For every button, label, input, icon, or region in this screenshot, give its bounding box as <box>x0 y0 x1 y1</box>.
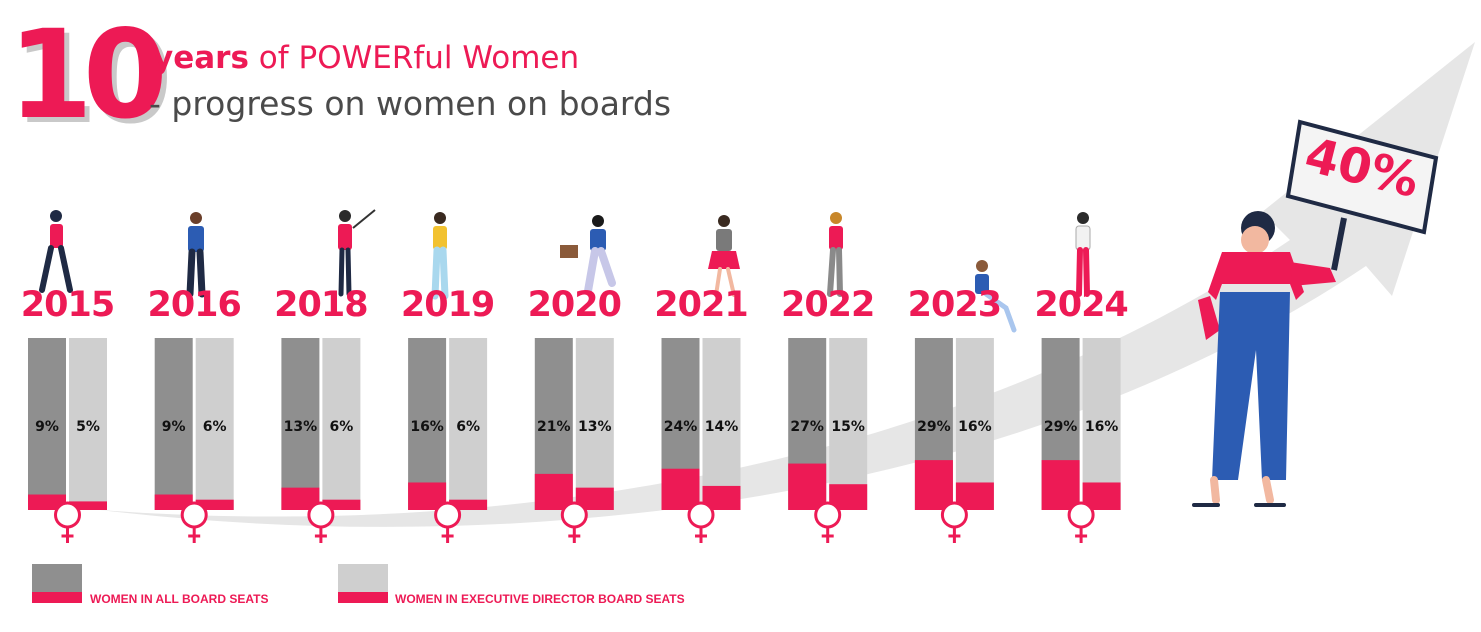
bar-track-all-seats-2018 <box>281 338 320 510</box>
value-label-all-seats-2020: 21% <box>537 419 571 435</box>
bar-track-exec-seats-2022 <box>829 338 868 510</box>
year-label-2019: 2019 <box>400 285 495 325</box>
value-label-exec-seats-2022: 15% <box>831 419 865 435</box>
female-symbol-icon <box>434 501 462 543</box>
year-label-2022: 2022 <box>780 285 875 325</box>
female-symbol-icon <box>687 501 715 543</box>
legend-swatch-all-seats-gray <box>32 564 82 592</box>
bar-track-exec-seats-2024 <box>1082 338 1121 510</box>
value-label-all-seats-2019: 16% <box>410 419 444 435</box>
bar-track-exec-seats-2015 <box>69 338 107 510</box>
female-symbol-icon <box>1067 501 1095 543</box>
bar-all-seats-2022 <box>788 463 827 510</box>
female-symbol-icon <box>307 501 335 543</box>
bar-track-all-seats-2015 <box>28 338 66 510</box>
year-label-2018: 2018 <box>274 285 368 325</box>
big-number: 10 <box>8 4 168 146</box>
value-label-exec-seats-2015: 5% <box>76 419 100 435</box>
value-label-exec-seats-2016: 6% <box>202 419 227 435</box>
value-label-all-seats-2024: 29% <box>1043 419 1078 435</box>
legend-label-exec-seats: WOMEN IN EXECUTIVE DIRECTOR BOARD SEATS <box>395 592 685 606</box>
bar-all-seats-2016 <box>154 494 193 510</box>
female-symbol-icon <box>814 501 842 543</box>
legend-label-all-seats: WOMEN IN ALL BOARD SEATS <box>90 592 269 606</box>
value-label-exec-seats-2018: 6% <box>329 419 354 435</box>
year-label-2021: 2021 <box>654 285 748 325</box>
title: years of POWERful Women <box>153 40 579 76</box>
illustration-woman-2019 <box>431 212 449 300</box>
illustration-woman-2024 <box>1075 212 1091 297</box>
bar-all-seats-2023 <box>914 460 953 510</box>
bar-exec-seats-2015 <box>69 501 107 510</box>
bar-track-all-seats-2019 <box>408 338 447 510</box>
year-label-2016: 2016 <box>147 285 241 325</box>
bar-all-seats-2021 <box>661 468 700 510</box>
bar-exec-seats-2019 <box>449 499 488 510</box>
value-label-all-seats-2021: 24% <box>663 419 698 435</box>
year-label-2024: 2024 <box>1034 285 1128 325</box>
year-label-2015: 2015 <box>20 285 115 325</box>
bar-track-exec-seats-2016 <box>195 338 234 510</box>
illustration-woman-2023 <box>975 260 1017 333</box>
year-label-2020: 2020 <box>527 285 622 325</box>
title-rest: of POWERful Women <box>248 40 580 76</box>
legend-swatch-all-seats-pink <box>32 592 82 603</box>
bar-track-exec-seats-2021 <box>702 338 741 510</box>
illustration-woman-2018 <box>338 209 376 297</box>
legend-swatch-exec-seats-gray <box>338 564 388 592</box>
bar-exec-seats-2016 <box>195 499 234 510</box>
female-symbol-icon <box>940 501 968 543</box>
bar-track-exec-seats-2023 <box>955 338 994 510</box>
subtitle: - progress on women on boards <box>149 84 672 123</box>
bar-track-exec-seats-2018 <box>322 338 361 510</box>
value-label-all-seats-2018: 13% <box>283 419 318 435</box>
value-label-exec-seats-2020: 13% <box>578 419 612 435</box>
bar-all-seats-2018 <box>281 487 320 510</box>
value-label-all-seats-2015: 9% <box>35 419 59 435</box>
illustration-woman-2016 <box>186 212 206 298</box>
year-label-2023: 2023 <box>907 285 1002 325</box>
value-label-all-seats-2023: 29% <box>917 419 951 435</box>
illustration-woman-2022 <box>827 212 843 297</box>
illustration-woman-holding-sign <box>1192 119 1439 507</box>
value-label-exec-seats-2023: 16% <box>958 419 992 435</box>
female-symbol-icon <box>560 501 588 543</box>
bar-track-exec-seats-2019 <box>449 338 488 510</box>
illustration-woman-2021 <box>708 215 740 297</box>
female-symbol-icon <box>54 501 81 543</box>
bar-all-seats-2020 <box>534 473 573 510</box>
illustration-woman-2015 <box>39 210 73 293</box>
value-label-exec-seats-2019: 6% <box>456 419 480 435</box>
bar-all-seats-2015 <box>28 494 66 510</box>
value-label-exec-seats-2021: 14% <box>704 419 739 435</box>
bar-exec-seats-2020 <box>575 487 614 510</box>
title-strong: years <box>153 40 249 76</box>
bar-track-all-seats-2016 <box>154 338 193 510</box>
bar-exec-seats-2018 <box>322 499 361 510</box>
female-symbol-icon <box>180 501 208 543</box>
value-label-exec-seats-2024: 16% <box>1084 419 1119 435</box>
illustration-woman-2020 <box>560 215 616 295</box>
value-label-all-seats-2016: 9% <box>161 419 186 435</box>
value-label-all-seats-2022: 27% <box>790 419 824 435</box>
legend-swatch-exec-seats-pink <box>338 592 388 603</box>
bar-all-seats-2024 <box>1041 460 1080 510</box>
bar-track-exec-seats-2020 <box>575 338 614 510</box>
